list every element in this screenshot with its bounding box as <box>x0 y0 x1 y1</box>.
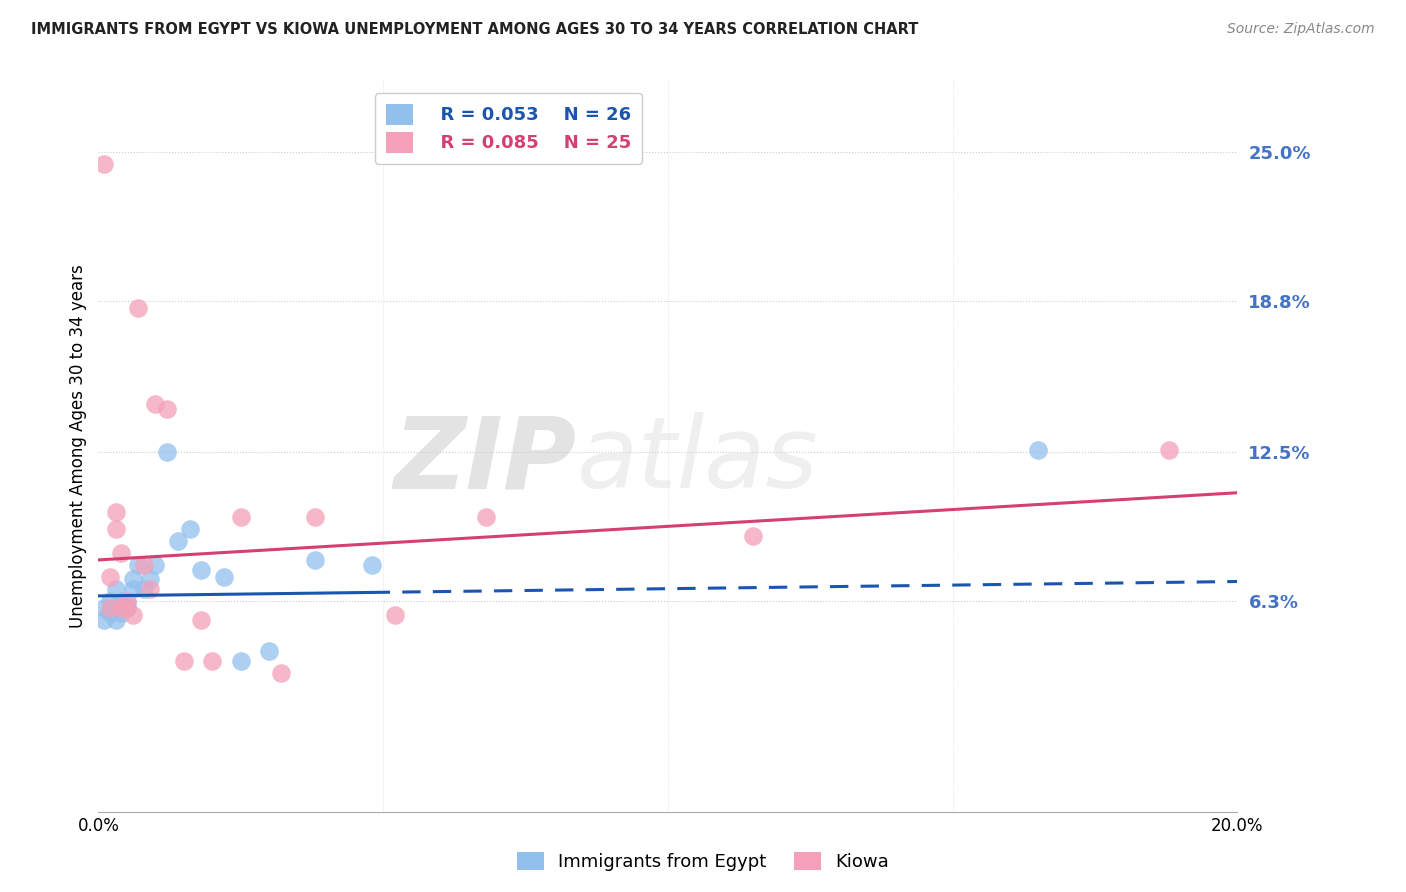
Point <box>201 654 224 668</box>
Point <box>259 644 281 658</box>
Point <box>138 582 160 596</box>
Point <box>156 445 179 459</box>
Point <box>110 600 132 615</box>
Point <box>93 157 115 171</box>
Point <box>167 533 190 548</box>
Point <box>212 570 235 584</box>
Point <box>229 654 252 668</box>
Point <box>474 509 496 524</box>
Point <box>104 613 127 627</box>
Text: Source: ZipAtlas.com: Source: ZipAtlas.com <box>1227 22 1375 37</box>
Point <box>179 522 201 536</box>
Point <box>742 529 765 543</box>
Point <box>304 553 326 567</box>
Point <box>104 505 127 519</box>
Point <box>132 582 155 596</box>
Point <box>110 606 132 620</box>
Text: IMMIGRANTS FROM EGYPT VS KIOWA UNEMPLOYMENT AMONG AGES 30 TO 34 YEARS CORRELATIO: IMMIGRANTS FROM EGYPT VS KIOWA UNEMPLOYM… <box>31 22 918 37</box>
Point <box>127 301 149 315</box>
Point <box>270 665 292 680</box>
Point <box>145 558 167 572</box>
Text: atlas: atlas <box>576 412 818 509</box>
Point <box>229 509 252 524</box>
Point <box>190 613 212 627</box>
Point <box>156 401 179 416</box>
Point <box>1157 442 1180 457</box>
Point <box>93 600 115 615</box>
Point <box>104 582 127 596</box>
Point <box>127 558 149 572</box>
Point <box>138 572 160 586</box>
Point <box>104 522 127 536</box>
Point <box>115 600 138 615</box>
Point <box>115 593 138 607</box>
Point <box>121 572 143 586</box>
Text: ZIP: ZIP <box>394 412 576 509</box>
Point <box>132 558 155 572</box>
Point <box>360 558 382 572</box>
Point <box>384 608 406 623</box>
Point <box>98 593 121 607</box>
Point <box>115 600 138 615</box>
Y-axis label: Unemployment Among Ages 30 to 34 years: Unemployment Among Ages 30 to 34 years <box>69 264 87 628</box>
Point <box>93 613 115 627</box>
Point <box>304 509 326 524</box>
Point <box>115 596 138 610</box>
Point <box>98 606 121 620</box>
Legend: Immigrants from Egypt, Kiowa: Immigrants from Egypt, Kiowa <box>510 845 896 879</box>
Point <box>98 600 121 615</box>
Point <box>121 582 143 596</box>
Point <box>145 397 167 411</box>
Point <box>121 608 143 623</box>
Legend:   R = 0.053    N = 26,   R = 0.085    N = 25: R = 0.053 N = 26, R = 0.085 N = 25 <box>375 93 641 163</box>
Point <box>1026 442 1049 457</box>
Point <box>98 570 121 584</box>
Point <box>110 593 132 607</box>
Point <box>190 562 212 576</box>
Point <box>110 546 132 560</box>
Point <box>173 654 195 668</box>
